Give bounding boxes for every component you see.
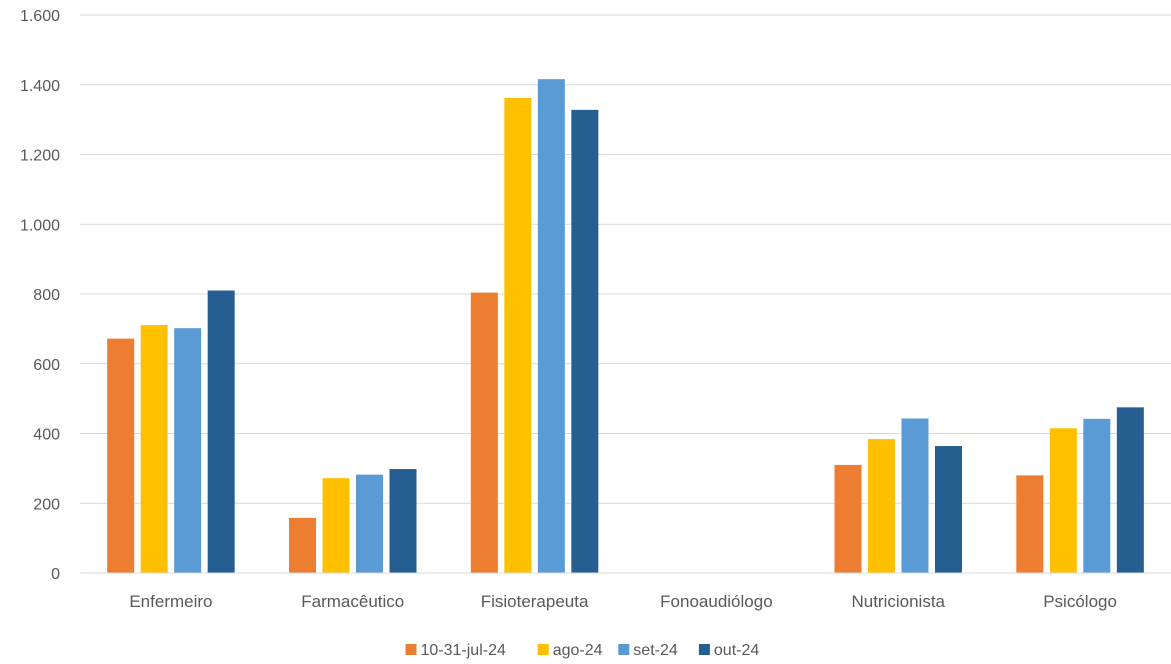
y-tick-label: 400: [33, 427, 60, 444]
bar-out-24-Nutricionista: [935, 446, 962, 573]
bars: [107, 79, 1144, 574]
legend-label: set-24: [633, 642, 678, 659]
x-axis-tick-labels: Enfermeiro Farmacêutico Fisioterapeuta Fono…: [129, 592, 1117, 611]
legend-swatch-10-31-jul-24: [405, 644, 417, 655]
bar-set-24-Enfermeiro: [174, 328, 202, 573]
x-tick-label: Psicólogo: [1043, 592, 1117, 611]
bar-out-24-Psicólogo: [1116, 407, 1144, 573]
bar-10-31-jul-24-Farmacêutico: [289, 517, 316, 573]
bar-ago-24-Nutricionista: [868, 439, 895, 573]
legend-label: out-24: [714, 642, 759, 659]
legend: 10-31-jul-24 ago-24 set-24 out-24: [405, 642, 759, 659]
y-tick-label: 600: [33, 357, 60, 374]
legend-label: 10-31-jul-24: [421, 642, 506, 659]
gridlines: [80, 14, 1171, 504]
x-tick-label: Farmacêutico: [301, 592, 404, 611]
x-tick-label: Fisioterapeuta: [481, 592, 589, 611]
y-tick-label: 800: [33, 287, 60, 304]
y-tick-label: 1.600: [20, 8, 60, 25]
y-axis-tick-labels: 0 200 400 600 800 1.000 1.200 1.400 1.600: [20, 8, 60, 583]
x-tick-label: Fonoaudiólogo: [660, 592, 772, 611]
bar-set-24-Psicólogo: [1083, 418, 1111, 573]
bar-out-24-Fisioterapeuta: [571, 109, 599, 574]
bar-ago-24-Enfermeiro: [140, 325, 168, 573]
bar-set-24-Nutricionista: [901, 418, 929, 573]
bar-set-24-Fisioterapeuta: [537, 79, 565, 574]
x-tick-label: Enfermeiro: [129, 592, 212, 611]
y-tick-label: 1.400: [20, 78, 60, 95]
y-tick-label: 1.000: [20, 217, 60, 234]
legend-swatch-ago-24: [537, 644, 549, 655]
legend-swatch-out-24: [698, 644, 710, 655]
bar-out-24-Farmacêutico: [389, 469, 417, 573]
bar-out-24-Enfermeiro: [207, 290, 235, 573]
bar-ago-24-Fisioterapeuta: [504, 98, 532, 573]
y-tick-label: 0: [51, 566, 60, 583]
y-tick-label: 1.200: [20, 148, 60, 165]
bar-10-31-jul-24-Fisioterapeuta: [470, 292, 498, 573]
bar-10-31-jul-24-Enfermeiro: [107, 338, 135, 573]
bar-set-24-Farmacêutico: [356, 474, 383, 573]
legend-label: ago-24: [553, 642, 603, 659]
bar-10-31-jul-24-Psicólogo: [1016, 475, 1044, 573]
y-tick-label: 200: [33, 496, 60, 513]
bar-10-31-jul-24-Nutricionista: [834, 464, 862, 573]
bar-ago-24-Farmacêutico: [322, 478, 350, 573]
bar-ago-24-Psicólogo: [1049, 428, 1077, 573]
x-tick-label: Nutricionista: [851, 592, 945, 611]
legend-swatch-set-24: [618, 644, 630, 655]
